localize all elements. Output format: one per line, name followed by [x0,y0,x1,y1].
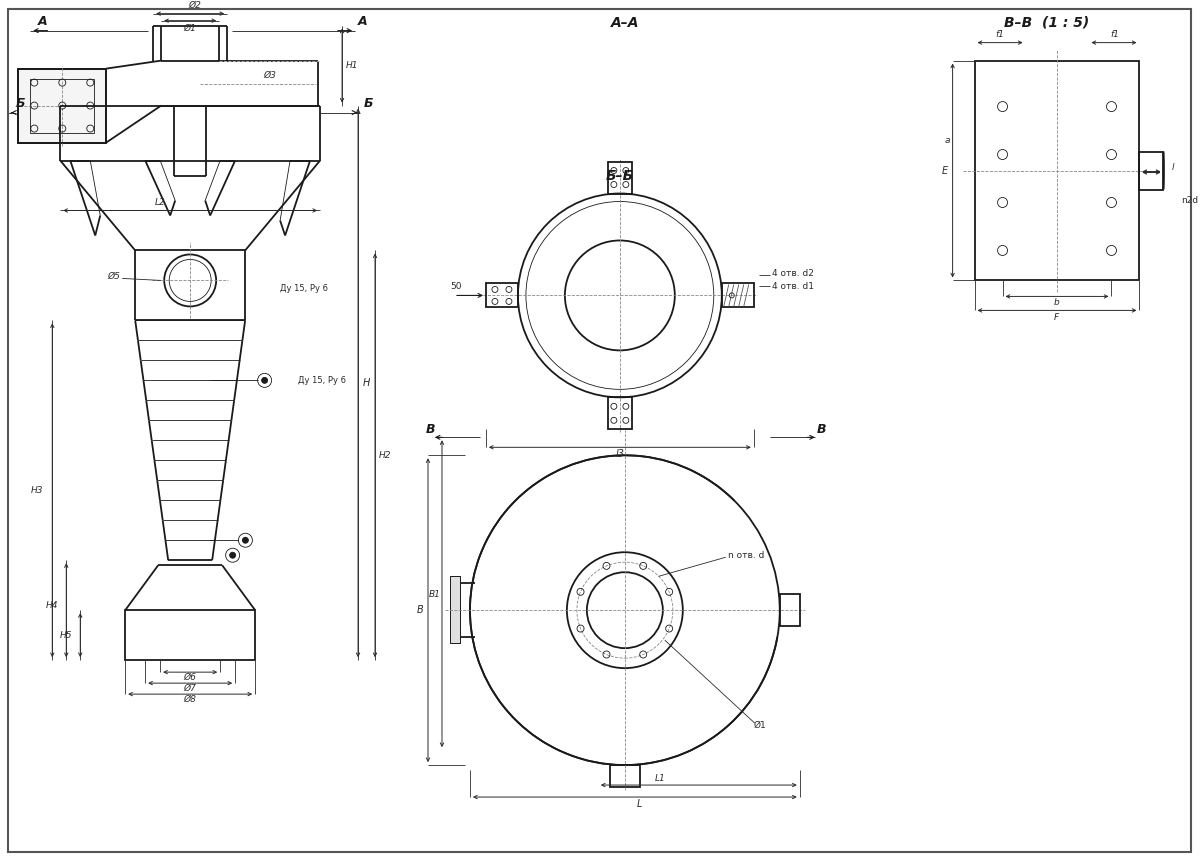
Bar [450,576,460,643]
Text: H3: H3 [31,486,43,494]
Text: Ø2: Ø2 [188,1,202,10]
Text: B: B [416,605,424,615]
Text: b: b [1054,298,1060,307]
Text: 4 отв. d1: 4 отв. d1 [772,282,814,291]
Text: Б–Б: Б–Б [606,169,634,182]
Text: l3: l3 [616,449,624,459]
Text: n2d: n2d [1182,196,1199,205]
Text: f1: f1 [995,30,1004,39]
Text: H5: H5 [60,630,72,640]
Text: Ø8: Ø8 [184,695,197,703]
Text: L1: L1 [654,773,665,783]
Text: E: E [942,165,948,175]
Text: H2: H2 [379,451,391,460]
Text: Б: Б [16,97,25,110]
Text: a: a [944,136,950,145]
Bar [780,594,799,626]
Bar [30,78,95,132]
Text: H: H [362,378,370,389]
Circle shape [229,552,235,558]
Bar [610,765,640,787]
Bar [486,284,518,307]
Text: f1: f1 [1110,30,1118,39]
Text: В: В [425,423,434,436]
Bar [1140,151,1164,189]
Text: Ø1: Ø1 [184,24,197,34]
Bar [450,576,460,643]
Text: L2: L2 [155,198,166,207]
Text: Ø7: Ø7 [184,684,197,692]
Text: В: В [817,423,827,436]
Text: B1: B1 [430,590,440,599]
Text: n отв. d: n отв. d [727,550,764,560]
Bar [974,60,1140,280]
Text: F: F [1054,313,1060,322]
Text: А–А: А–А [611,15,640,29]
Text: 4 отв. d2: 4 отв. d2 [772,269,814,278]
Text: Б: Б [364,97,373,110]
Text: Ø3: Ø3 [264,71,276,80]
Text: Ø5: Ø5 [107,272,120,281]
Bar [608,162,632,194]
Bar [18,69,107,143]
Text: H1: H1 [346,61,359,71]
Text: l: l [1172,163,1175,172]
Bar [608,397,632,429]
Text: А: А [359,15,368,28]
Bar [721,284,754,307]
Text: Ø1: Ø1 [754,721,766,729]
Circle shape [262,378,268,384]
Circle shape [242,538,248,544]
Text: 50: 50 [450,282,462,291]
Text: А: А [37,15,47,28]
Text: Ø6: Ø6 [184,673,197,682]
Text: В–В  (1 : 5): В–В (1 : 5) [1004,15,1090,29]
Text: H4: H4 [46,600,59,610]
Bar [125,611,256,660]
Bar [18,69,107,143]
Text: L: L [637,799,642,809]
Text: Ду 15, Ру 6: Ду 15, Ру 6 [298,376,346,385]
Text: Ду 15, Ру 6: Ду 15, Ру 6 [280,284,328,293]
